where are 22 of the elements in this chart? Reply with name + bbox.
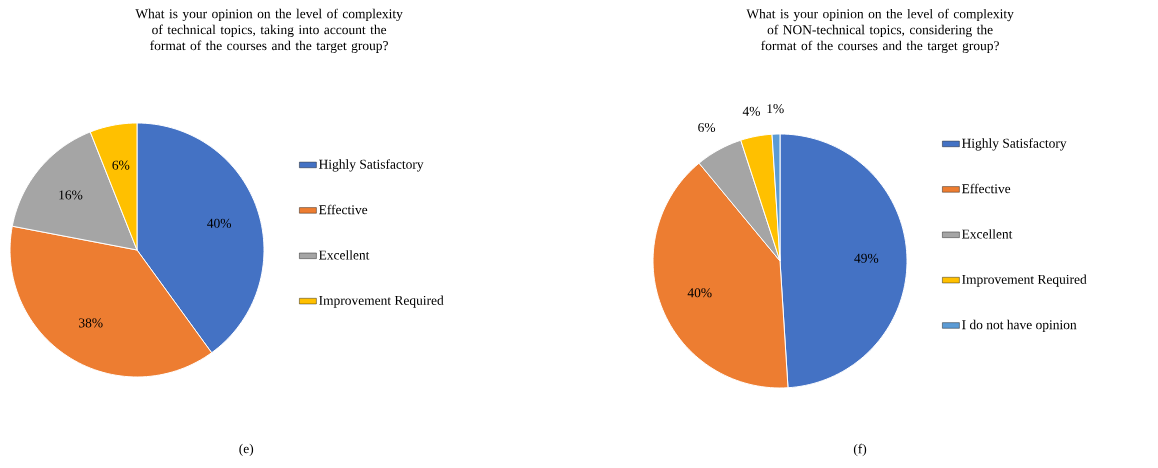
- data-label: 40%: [687, 288, 712, 298]
- data-label: 6%: [112, 160, 130, 170]
- data-label: 4%: [742, 106, 760, 116]
- data-label: 6%: [698, 122, 716, 132]
- legend-label: Effective: [962, 183, 1011, 194]
- data-label: 1%: [767, 104, 784, 114]
- chart-title: What is your opinion on the level of complexity of NON-technical topics, considering the format of the courses and the target group?: [746, 8, 1014, 54]
- text: (f): [853, 443, 867, 457]
- data-label: 49%: [854, 253, 879, 263]
- data-label: 16%: [59, 190, 83, 200]
- legend-label: Improvement Required: [962, 274, 1087, 287]
- chart-title: What is your opinion on the level of complexity of technical topics, taking into account the format of the courses and the target group?: [135, 8, 403, 53]
- legend-label: Effective: [318, 204, 368, 215]
- legend-label: Highly Satisfactory: [962, 138, 1067, 151]
- legend-label: I do not have opinion: [962, 319, 1077, 332]
- data-label: 40%: [207, 218, 232, 228]
- legend-label: Highly Satisfactory: [318, 159, 424, 172]
- legend-label: Improvement Required: [319, 295, 444, 308]
- text: (e): [239, 443, 254, 456]
- data-label: 38%: [79, 318, 103, 328]
- legend-label: Excellent: [318, 250, 370, 260]
- legend-label: Excellent: [962, 229, 1013, 239]
